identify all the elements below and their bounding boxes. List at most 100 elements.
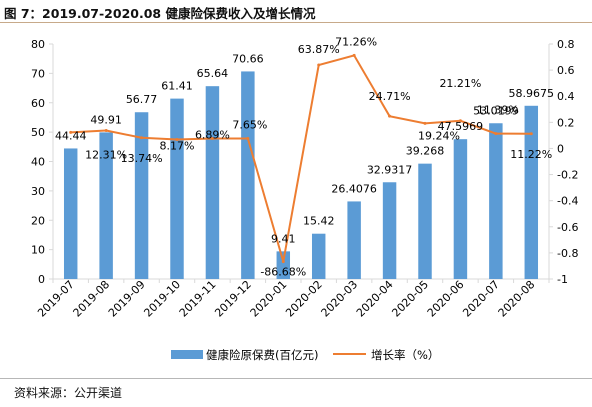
right-tick-label: 0.6 xyxy=(557,64,575,77)
bar-value-label: 53.0199 xyxy=(473,104,519,117)
x-tick-label: 2019-10 xyxy=(141,278,183,320)
x-tick-label: 2020-03 xyxy=(319,278,361,320)
left-tick-label: 60 xyxy=(31,97,45,110)
growth-value-label: 12.31% xyxy=(85,149,127,162)
line-point xyxy=(175,137,179,141)
left-tick-label: 40 xyxy=(31,156,45,169)
x-tick-label: 2020-07 xyxy=(460,278,502,320)
bar xyxy=(524,105,539,280)
bar-value-label: 47.5969 xyxy=(438,120,484,133)
title-divider xyxy=(0,22,592,23)
x-tick-label: 2019-08 xyxy=(71,278,113,320)
growth-value-label: 71.26% xyxy=(335,35,377,48)
right-tick-label: -0.8 xyxy=(557,247,578,260)
x-tick-label: 2019-09 xyxy=(106,278,148,320)
growth-value-label: 19.24% xyxy=(418,129,460,142)
x-tick-label: 2019-11 xyxy=(177,278,219,320)
bar xyxy=(170,98,184,279)
combo-chart: 0 10 20 30 40 50 60 70 80 -1 -0.8 -0.6 -0.4 -0.2 0 0.2 0… xyxy=(31,35,578,362)
x-tick-label: 2020-02 xyxy=(283,278,325,320)
x-tick-label: 2019-12 xyxy=(212,278,254,320)
left-tick-label: 50 xyxy=(31,126,45,139)
line-point xyxy=(388,114,392,118)
source-note: 资料来源：公开渠道 xyxy=(14,386,123,400)
right-tick-label: -1 xyxy=(557,273,568,286)
legend-swatch-bar xyxy=(171,350,203,359)
bar-value-label: 70.66 xyxy=(232,52,264,65)
legend-label-bar: 健康险原保费(百亿元) xyxy=(206,348,318,362)
bar xyxy=(311,233,326,279)
bar-value-label: 58.9675 xyxy=(509,87,555,100)
growth-value-label: 8.17% xyxy=(160,139,195,152)
bar xyxy=(205,86,220,279)
x-tick-label: 2020-06 xyxy=(425,278,467,320)
legend-label-line: 增长率（%） xyxy=(371,348,439,362)
chart-title: 图 7：2019.07-2020.08 健康险保费收入及增长情况 xyxy=(4,6,316,21)
right-tick-label: 0.4 xyxy=(557,90,575,103)
right-tick-label: -0.6 xyxy=(557,221,578,234)
bar xyxy=(418,163,432,279)
bar xyxy=(347,201,361,279)
bar-value-label: 65.64 xyxy=(197,67,229,80)
growth-value-label: 6.89% xyxy=(195,128,230,141)
left-tick-label: 10 xyxy=(31,244,45,257)
right-tick-label: -0.4 xyxy=(557,195,578,208)
line-point xyxy=(494,132,498,136)
right-tick-label: -0.2 xyxy=(557,169,578,182)
bar-value-label: 15.42 xyxy=(303,215,335,228)
bar-value-label: 9.41 xyxy=(271,232,296,245)
bar xyxy=(134,112,149,279)
line-point xyxy=(69,130,73,134)
bar-value-label: 32.9317 xyxy=(367,163,413,176)
bar-value-label: 39.268 xyxy=(406,145,445,158)
line-point xyxy=(246,136,250,140)
bar-series xyxy=(63,71,539,280)
line-series xyxy=(69,53,533,264)
x-tick-label: 2020-01 xyxy=(248,278,290,320)
footer-divider xyxy=(0,378,592,379)
growth-value-label: 21.21% xyxy=(439,77,481,90)
right-tick-label: 0.2 xyxy=(557,116,575,129)
left-tick-label: 30 xyxy=(31,185,45,198)
bar-value-label: 61.41 xyxy=(161,80,193,93)
bar xyxy=(382,182,397,279)
right-tick-label: 0 xyxy=(557,142,564,155)
bar xyxy=(276,251,291,279)
line-point xyxy=(140,136,144,140)
growth-value-label: 24.71% xyxy=(369,90,411,103)
right-tick-label: 0.8 xyxy=(557,38,575,51)
chart-legend: 健康险原保费(百亿元) 增长率（%） xyxy=(171,348,439,362)
bar-value-label: 44.44 xyxy=(55,129,87,142)
line-point xyxy=(529,132,533,136)
growth-value-label: 7.65% xyxy=(232,118,267,131)
bar xyxy=(453,139,468,279)
growth-value-label: 11.39% xyxy=(477,104,519,117)
x-tick-label: 2020-08 xyxy=(496,278,538,320)
bar xyxy=(99,132,113,279)
bar-value-label: 49.91 xyxy=(90,113,122,126)
line-point xyxy=(458,119,462,123)
line-point xyxy=(423,121,427,125)
growth-value-label: 11.22% xyxy=(510,148,552,161)
left-tick-label: 0 xyxy=(38,273,45,286)
line-point xyxy=(317,63,321,67)
line-point xyxy=(104,129,108,133)
left-tick-label: 80 xyxy=(31,38,45,51)
bar-value-label: 26.4076 xyxy=(331,182,377,195)
growth-value-label: -86.68% xyxy=(260,266,306,279)
bar xyxy=(63,148,78,279)
line-point xyxy=(210,136,214,140)
growth-value-label: 13.74% xyxy=(121,152,163,165)
growth-value-label: 63.87% xyxy=(298,43,340,56)
line-point xyxy=(352,53,356,57)
bar-value-label: 56.77 xyxy=(126,93,158,106)
line-point xyxy=(281,260,285,264)
x-tick-label: 2020-04 xyxy=(354,278,396,320)
left-tick-label: 20 xyxy=(31,214,45,227)
left-tick-label: 70 xyxy=(31,67,45,80)
bar xyxy=(489,123,503,279)
x-tick-label: 2020-05 xyxy=(389,278,431,320)
bar xyxy=(241,71,255,279)
growth-line xyxy=(70,54,532,262)
